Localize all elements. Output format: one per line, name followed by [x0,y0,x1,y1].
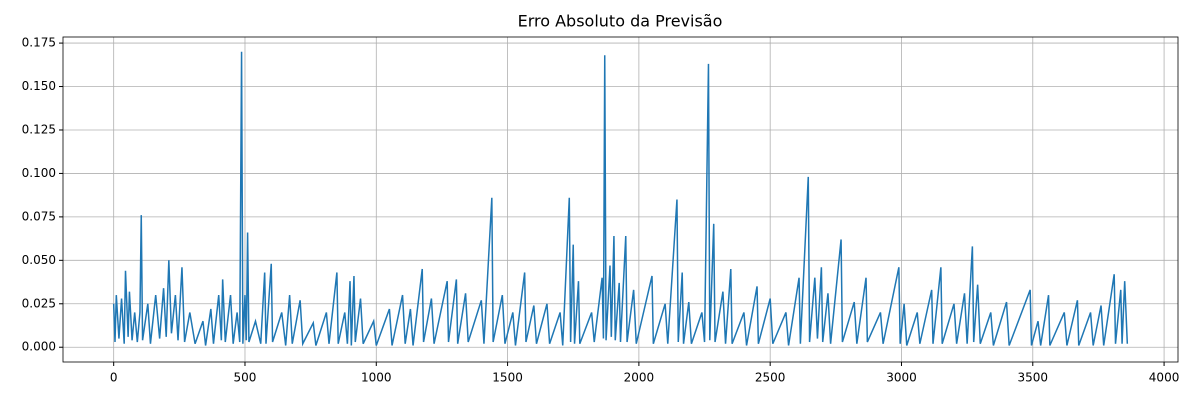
x-tick-label: 3000 [886,371,917,385]
y-tick-label: 0.025 [22,296,56,310]
x-tick-label: 4000 [1149,371,1180,385]
y-tick-label: 0.150 [22,79,56,93]
x-tick-label: 0 [110,371,118,385]
x-tick-label: 2000 [624,371,655,385]
x-tick-label: 2500 [755,371,786,385]
x-tick-label: 500 [234,371,257,385]
y-tick-label: 0.175 [22,36,56,50]
chart-title: Erro Absoluto da Previsão [518,12,723,31]
y-tick-label: 0.100 [22,166,56,180]
x-tick-label: 1500 [492,371,523,385]
y-tick-label: 0.075 [22,209,56,223]
y-tick-label: 0.125 [22,122,56,136]
y-tick-label: 0.050 [22,253,56,267]
x-tick-label: 3500 [1018,371,1049,385]
y-tick-label: 0.000 [22,340,56,354]
plot-frame [62,36,1179,363]
x-tick-label: 1000 [361,371,392,385]
line-series [112,51,1129,347]
